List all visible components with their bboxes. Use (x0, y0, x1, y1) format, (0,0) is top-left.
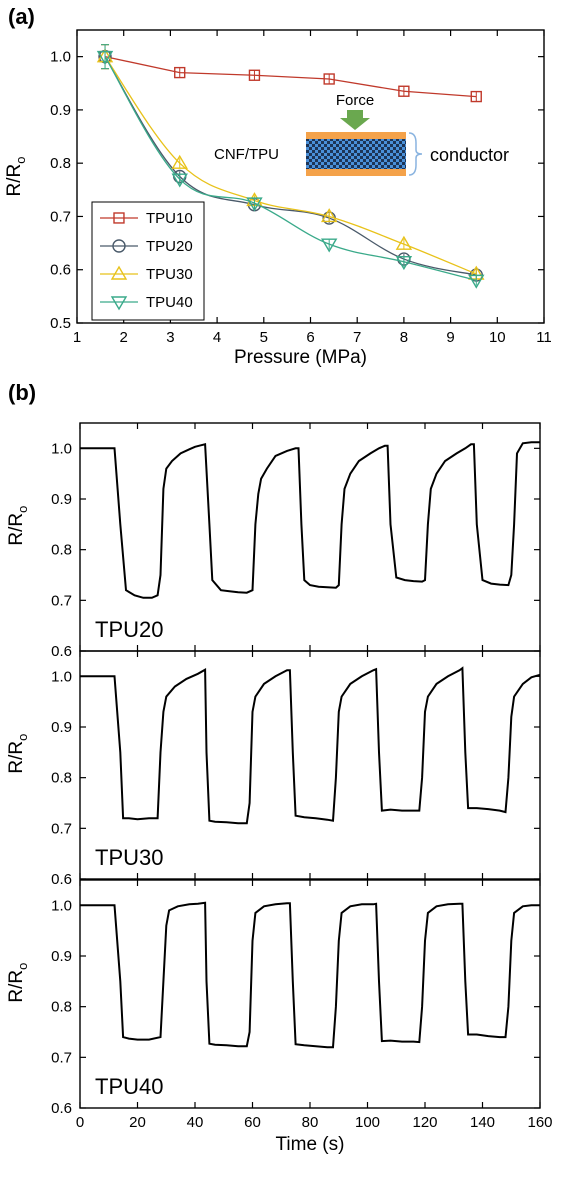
x-tick-label: 60 (244, 1114, 261, 1131)
sample-label: TPU20 (95, 617, 163, 642)
data-point-tpu40 (171, 173, 188, 188)
y-tick-label: 0.7 (51, 820, 72, 837)
y-tick-label: 1.0 (51, 897, 72, 914)
legend-entry: TPU20 (146, 238, 193, 255)
force-arrow-icon (340, 110, 370, 130)
data-point-tpu30 (320, 208, 338, 223)
y-tick-label: 0.6 (51, 1100, 72, 1117)
signal-line (80, 441, 540, 599)
y-tick-label: 0.8 (51, 770, 72, 787)
data-point-tpu40 (96, 50, 114, 66)
x-tick-label: 10 (489, 329, 506, 346)
y-axis-label: R/Ro (6, 506, 30, 546)
y-tick-label: 0.7 (51, 592, 72, 609)
pressure-chart: 1 2 3 4 5 6 7 8 9 10 11 0.5 0.6 0.7 0.8 0.9 1.0 Pressure … (4, 29, 552, 368)
x-tick-label: 0 (76, 1114, 84, 1131)
x-tick-label: 140 (470, 1114, 495, 1131)
data-point-tpu30 (171, 154, 188, 169)
x-tick-label: 80 (302, 1114, 319, 1131)
data-point-tpu10 (248, 69, 261, 81)
data-point-tpu10 (470, 90, 482, 103)
x-tick-label: 160 (527, 1114, 552, 1131)
inset-diagram: Force CNF/TPU conductor (214, 92, 509, 176)
y-axis-label: R/Ro (4, 157, 28, 197)
sample-label: TPU30 (95, 845, 163, 870)
signal-line (80, 901, 540, 1049)
data-point-tpu10 (323, 73, 335, 85)
x-axis-label: Time (s) (276, 1134, 345, 1155)
data-point-tpu40 (395, 256, 413, 271)
data-point-tpu30 (395, 235, 413, 250)
legend-marker (113, 212, 125, 224)
x-tick-label: 9 (446, 329, 454, 346)
x-tick-label: 5 (260, 329, 268, 346)
y-tick-label: 0.9 (50, 102, 71, 119)
series-line-tpu10 (104, 56, 477, 98)
data-point-tpu10 (398, 85, 410, 97)
y-tick-label: 1.0 (51, 440, 72, 457)
panel-b-label: (b) (8, 380, 36, 405)
time-chart-stack: 0.6 0.7 0.8 0.9 1.0 R/Ro TPU20 0.6 0.7 0.8 0.9 1.0 R… (6, 422, 553, 1155)
y-tick-label: 0.6 (51, 643, 72, 660)
legend-marker (110, 296, 128, 311)
legend-entry: TPU10 (146, 210, 193, 227)
conductor-brace (408, 132, 423, 176)
legend-box (91, 201, 205, 321)
y-tick-label: 0.8 (50, 155, 71, 172)
legend-marker (110, 265, 128, 280)
force-label: Force (336, 92, 374, 109)
y-axis-label: R/Ro (6, 734, 30, 774)
x-tick-label: 8 (400, 329, 408, 346)
x-tick-label: 40 (187, 1114, 204, 1131)
y-axis-label: R/Ro (6, 963, 30, 1003)
y-tick-label: 0.9 (51, 948, 72, 965)
x-tick-label: 11 (536, 329, 552, 346)
x-tick-label: 100 (355, 1114, 380, 1131)
data-point-tpu40 (246, 197, 263, 212)
y-tick-label: 0.9 (51, 491, 72, 508)
y-tick-label: 0.5 (50, 315, 71, 332)
data-point-tpu40 (320, 238, 338, 253)
x-tick-label: 3 (166, 329, 174, 346)
y-tick-label: 0.7 (51, 1049, 72, 1066)
x-tick-label: 4 (213, 329, 221, 346)
x-axis-label: Pressure (MPa) (234, 347, 367, 368)
x-tick-label: 7 (353, 329, 361, 346)
signal-line (80, 666, 541, 825)
y-tick-label: 0.8 (51, 542, 72, 559)
sample-label: TPU40 (95, 1074, 163, 1099)
x-tick-label: 6 (306, 329, 314, 346)
panel-a-label: (a) (8, 4, 35, 29)
time-chart-tpu20: 0.6 0.7 0.8 0.9 1.0 R/Ro TPU20 (6, 422, 541, 660)
x-tick-label: 1 (73, 329, 81, 346)
data-point-tpu10 (174, 66, 186, 79)
y-tick-label: 0.9 (51, 719, 72, 736)
y-tick-label: 0.6 (50, 262, 71, 279)
material-label: CNF/TPU (214, 146, 279, 163)
series-line-tpu30 (104, 56, 477, 275)
y-tick-label: 0.8 (51, 999, 72, 1016)
legend-entry: TPU30 (146, 266, 193, 283)
x-tick-label: 20 (129, 1114, 146, 1131)
cnf-tpu-composite (306, 139, 406, 169)
legend-marker (112, 239, 126, 253)
conductor-label: conductor (430, 145, 509, 165)
data-point-tpu40 (468, 274, 485, 289)
time-chart-tpu40: 0.6 0.7 0.8 0.9 1.0 0 20 40 60 80 100 120 140 160 Time… (6, 879, 553, 1155)
top-tpu-layer (306, 132, 406, 139)
y-tick-label: 1.0 (51, 668, 72, 685)
legend-entry: TPU40 (146, 294, 193, 311)
x-tick-label: 2 (120, 329, 128, 346)
y-tick-label: 0.6 (51, 871, 72, 888)
y-tick-label: 0.7 (50, 208, 71, 225)
time-chart-tpu30: 0.6 0.7 0.8 0.9 1.0 R/Ro TPU30 (6, 650, 541, 888)
bottom-tpu-layer (306, 169, 406, 176)
y-tick-label: 1.0 (50, 49, 71, 66)
x-tick-label: 120 (412, 1114, 437, 1131)
